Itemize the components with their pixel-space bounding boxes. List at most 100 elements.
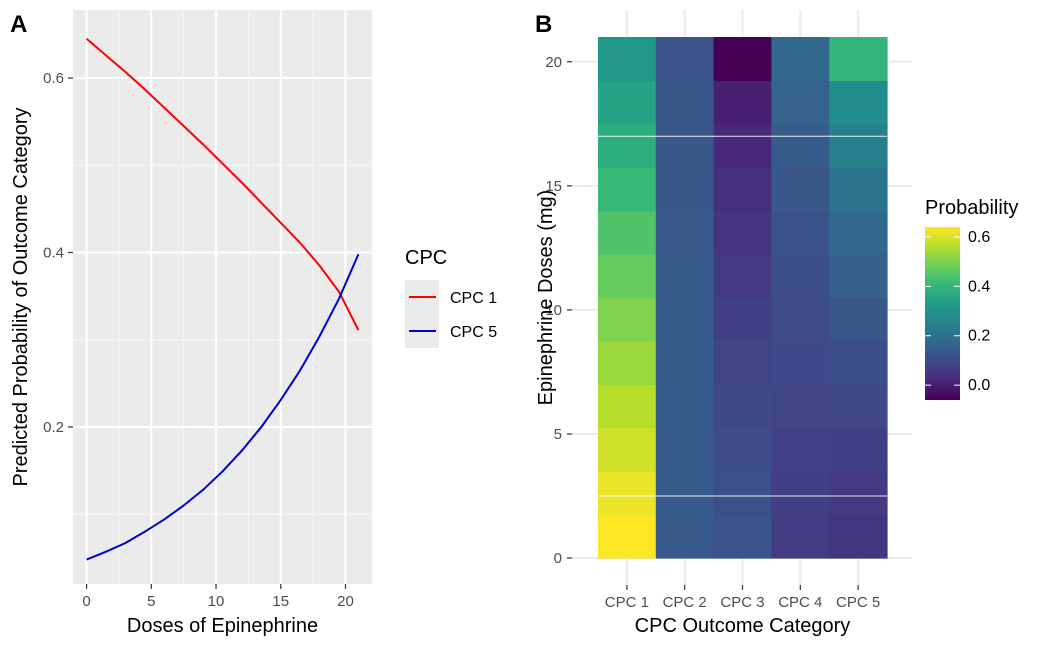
y-tick-label: 5 (554, 426, 562, 443)
panel-b-y-axis-title: Epinephrine Doses (mg) (535, 190, 557, 406)
heatmap-cell (655, 340, 715, 385)
heatmap-cell (713, 297, 772, 342)
y-tick-label: 0 (554, 550, 562, 567)
heatmap-cell (655, 210, 715, 255)
heatmap-cell (598, 37, 657, 82)
heatmap-cell (655, 80, 715, 125)
heatmap-cell (655, 123, 715, 168)
legend-probability: Probability 0.0 0.2 0.4 0.6 (925, 197, 1018, 400)
heatmap-cell (655, 37, 715, 82)
heatmap-cell (771, 297, 830, 342)
heatmap-cell (598, 167, 657, 212)
heatmap-cell (713, 80, 772, 125)
heatmap-cell (598, 340, 657, 385)
panel-b-x-axis-title: CPC Outcome Category (635, 615, 851, 637)
heatmap-cell (829, 167, 888, 212)
legend-item-label: CPC 5 (450, 324, 497, 341)
y-tick-label: 10 (545, 302, 562, 319)
heatmap-cell (771, 340, 830, 385)
heatmap-cell (829, 123, 888, 168)
y-tick-label: 0.2 (43, 419, 64, 436)
heatmap-cell (829, 340, 888, 385)
heatmap-cell (655, 297, 715, 342)
y-tick-label: 0.6 (43, 70, 64, 87)
y-tick-label: 0.4 (43, 245, 64, 262)
heatmap-cell (829, 80, 888, 125)
legend-probability-title: Probability (925, 197, 1018, 219)
heatmap-cell (713, 37, 772, 82)
panel-a-y-axis-title: Predicted Probability of Outcome Categor… (10, 107, 32, 486)
heatmap-cell (598, 514, 657, 559)
x-tick-label: 15 (272, 593, 289, 610)
legend-item-label: CPC 1 (450, 290, 497, 307)
heatmap-cell (598, 471, 657, 516)
series-line-cpc-5 (86, 253, 360, 561)
heatmap-cell (713, 514, 772, 559)
colorbar-tick-label: 0.4 (968, 278, 990, 295)
legend-cpc: CPC CPC 1 CPC 5 (405, 247, 497, 348)
colorbar-tick-label: 0.0 (968, 377, 990, 394)
heatmap-cell (829, 384, 888, 429)
heatmap-cell (829, 37, 888, 82)
x-tick-label: CPC 1 (605, 594, 649, 611)
heatmap-cell (598, 384, 657, 429)
heatmap-cell (771, 471, 830, 516)
heatmap-cell (829, 427, 888, 472)
colorbar-tick-label: 0.6 (968, 229, 990, 246)
heatmap-cell (655, 167, 715, 212)
heatmap-cell (598, 80, 657, 125)
legend-cpc-title: CPC (405, 247, 447, 269)
heatmap-cell (713, 340, 772, 385)
heatmap-cell (598, 427, 657, 472)
heatmap-cell (713, 167, 772, 212)
panel-a-line-chart: 0 5 10 15 20 0.2 0.4 0.6 (43, 10, 372, 610)
heatmap-cell (655, 514, 715, 559)
heatmap-cell (655, 254, 715, 299)
x-tick-label: 10 (208, 593, 225, 610)
heatmap-cell (771, 167, 830, 212)
heatmap-cell (598, 254, 657, 299)
heatmap-cell (771, 80, 830, 125)
heatmap-cell (598, 297, 657, 342)
heatmap-cell (655, 384, 715, 429)
panel-a-x-axis-title: Doses of Epinephrine (127, 615, 318, 637)
x-tick-label: CPC 4 (778, 594, 822, 611)
heatmap-cell (771, 384, 830, 429)
colorbar (925, 227, 960, 400)
heatmap-cell (771, 37, 830, 82)
heatmap-cell (713, 210, 772, 255)
heatmap-cell (829, 254, 888, 299)
heatmap-cell (771, 210, 830, 255)
heatmap-cell (713, 123, 772, 168)
x-tick-label: 5 (147, 593, 155, 610)
x-tick-label: CPC 3 (720, 594, 764, 611)
heatmap-cell (713, 427, 772, 472)
heatmap-cell (829, 514, 888, 559)
heatmap-cell (713, 471, 772, 516)
panel-b-heatmap: CPC 1 CPC 2 CPC 3 CPC 4 CPC 5 0 5 10 15 20 (545, 10, 912, 611)
heatmap-cell (598, 210, 657, 255)
heatmap-cell (655, 471, 715, 516)
heatmap-cell (829, 471, 888, 516)
heatmap-cell (771, 427, 830, 472)
heatmap-cell (713, 384, 772, 429)
heatmap-cell (771, 254, 830, 299)
series-line-cpc-1 (85, 38, 360, 331)
x-tick-label: CPC 5 (836, 594, 880, 611)
heatmap-cell (829, 210, 888, 255)
heatmap-cell (771, 514, 830, 559)
x-tick-label: 20 (337, 593, 354, 610)
y-tick-label: 20 (545, 54, 562, 71)
heatmap-cell (713, 254, 772, 299)
colorbar-tick-label: 0.2 (968, 328, 990, 345)
plot-a-background (73, 10, 372, 584)
heatmap-cell (771, 123, 830, 168)
panel-a-label: A (10, 11, 27, 38)
x-tick-label: CPC 2 (663, 594, 707, 611)
heatmap-cell (598, 123, 657, 168)
heatmap-cell (829, 297, 888, 342)
heatmap-cell (655, 427, 715, 472)
x-tick-label: 0 (82, 593, 90, 610)
panel-b-label: B (535, 11, 552, 38)
